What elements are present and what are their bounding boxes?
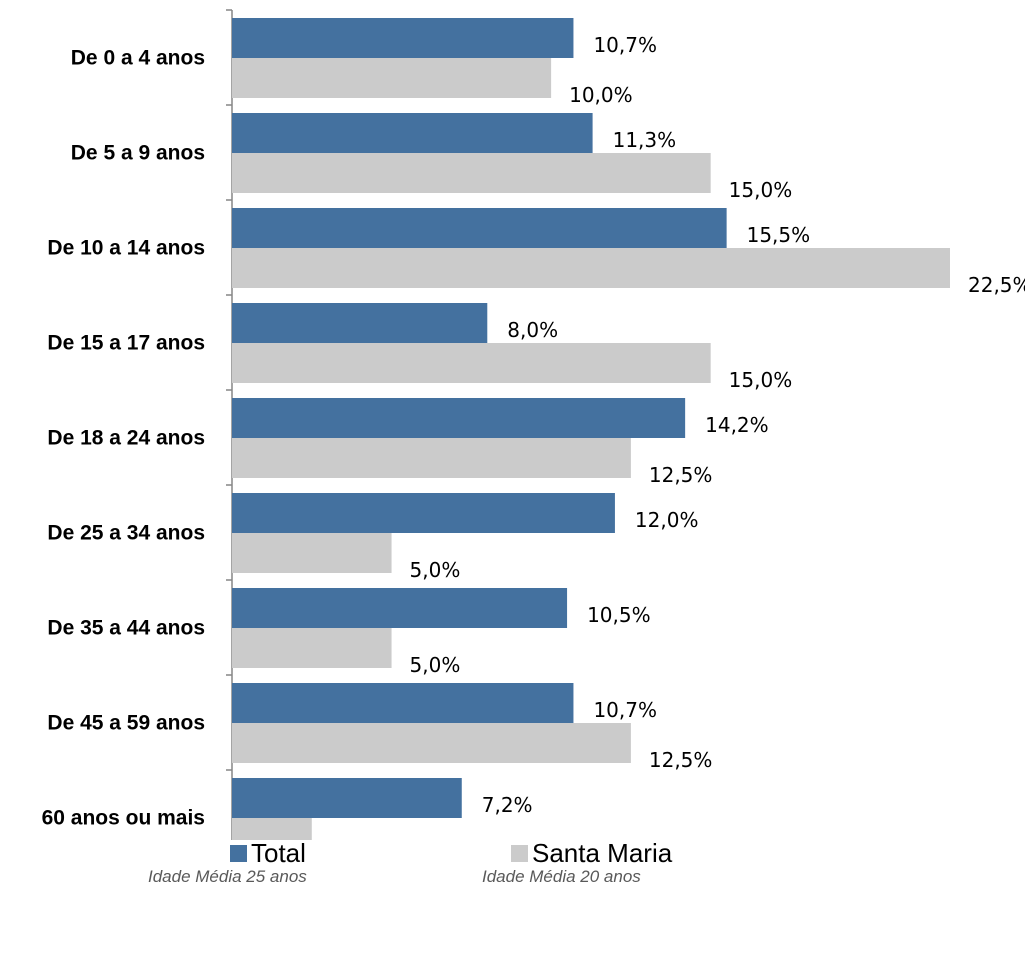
value-label-total-de-18-a-24-anos: 14,2% bbox=[705, 413, 769, 437]
legend-item-santa-maria: Santa Maria bbox=[511, 838, 672, 869]
category-label-60-anos-ou-mais: 60 anos ou mais bbox=[42, 807, 205, 830]
legend-label-santa-maria: Santa Maria bbox=[532, 838, 673, 868]
category-label-de-18-a-24-anos: De 18 a 24 anos bbox=[47, 427, 205, 450]
value-label-santa-maria-de-25-a-34-anos: 5,0% bbox=[410, 558, 461, 582]
bar-total-de-10-a-14-anos bbox=[232, 208, 727, 248]
bar-total-de-45-a-59-anos bbox=[232, 683, 574, 723]
category-label-de-10-a-14-anos: De 10 a 14 anos bbox=[47, 237, 205, 260]
category-label-de-5-a-9-anos: De 5 a 9 anos bbox=[71, 142, 205, 165]
bar-santa-maria-de-10-a-14-anos bbox=[232, 248, 950, 288]
bar-santa-maria-de-15-a-17-anos bbox=[232, 343, 711, 383]
category-label-de-25-a-34-anos: De 25 a 34 anos bbox=[47, 522, 205, 545]
value-label-total-de-35-a-44-anos: 10,5% bbox=[587, 603, 651, 627]
category-label-de-15-a-17-anos: De 15 a 17 anos bbox=[47, 332, 205, 355]
value-label-total-de-45-a-59-anos: 10,7% bbox=[593, 698, 657, 722]
value-label-total-de-25-a-34-anos: 12,0% bbox=[635, 508, 699, 532]
bar-santa-maria-de-5-a-9-anos bbox=[232, 153, 711, 193]
bar-total-de-0-a-4-anos bbox=[232, 18, 574, 58]
legend-swatch-total bbox=[230, 845, 247, 862]
bar-santa-maria-de-25-a-34-anos bbox=[232, 533, 392, 573]
legend-label-total: Total bbox=[251, 838, 306, 868]
legend: Total Idade Média 25 anos Santa Maria Id… bbox=[0, 838, 1025, 973]
value-label-total-de-10-a-14-anos: 15,5% bbox=[747, 223, 811, 247]
legend-item-total: Total bbox=[230, 838, 306, 869]
value-label-total-de-0-a-4-anos: 10,7% bbox=[593, 33, 657, 57]
category-label-de-45-a-59-anos: De 45 a 59 anos bbox=[47, 712, 205, 735]
bar-santa-maria-60-anos-ou-mais bbox=[232, 818, 312, 840]
bar-total-de-35-a-44-anos bbox=[232, 588, 568, 628]
category-label-de-0-a-4-anos: De 0 a 4 anos bbox=[71, 47, 205, 70]
value-label-santa-maria-de-18-a-24-anos: 12,5% bbox=[649, 463, 713, 487]
bar-santa-maria-de-45-a-59-anos bbox=[232, 723, 631, 763]
bar-santa-maria-de-0-a-4-anos bbox=[232, 58, 552, 98]
bar-total-de-25-a-34-anos bbox=[232, 493, 615, 533]
value-label-santa-maria-de-10-a-14-anos: 22,5% bbox=[968, 273, 1025, 297]
value-label-santa-maria-de-45-a-59-anos: 12,5% bbox=[649, 748, 713, 772]
legend-swatch-santa-maria bbox=[511, 845, 528, 862]
value-label-total-60-anos-ou-mais: 7,2% bbox=[482, 793, 533, 817]
bar-total-60-anos-ou-mais bbox=[232, 778, 462, 818]
legend-note-santa-maria: Idade Média 20 anos bbox=[482, 867, 641, 886]
legend-note-total: Idade Média 25 anos bbox=[148, 867, 307, 886]
bar-santa-maria-de-35-a-44-anos bbox=[232, 628, 392, 668]
bar-total-de-15-a-17-anos bbox=[232, 303, 488, 343]
value-label-santa-maria-de-15-a-17-anos: 15,0% bbox=[729, 368, 793, 392]
value-label-santa-maria-de-5-a-9-anos: 15,0% bbox=[729, 178, 793, 202]
value-label-total-de-5-a-9-anos: 11,3% bbox=[613, 128, 677, 152]
bar-total-de-18-a-24-anos bbox=[232, 398, 686, 438]
bar-chart: De 0 a 4 anos 10,7% 10,0% De 5 a 9 anos 11,3… bbox=[42, 9, 1025, 840]
bar-total-de-5-a-9-anos bbox=[232, 113, 593, 153]
value-label-santa-maria-de-35-a-44-anos: 5,0% bbox=[410, 653, 461, 677]
category-label-de-35-a-44-anos: De 35 a 44 anos bbox=[47, 617, 205, 640]
value-label-total-de-15-a-17-anos: 8,0% bbox=[507, 318, 558, 342]
bar-santa-maria-de-18-a-24-anos bbox=[232, 438, 631, 478]
value-label-santa-maria-de-0-a-4-anos: 10,0% bbox=[569, 83, 633, 107]
